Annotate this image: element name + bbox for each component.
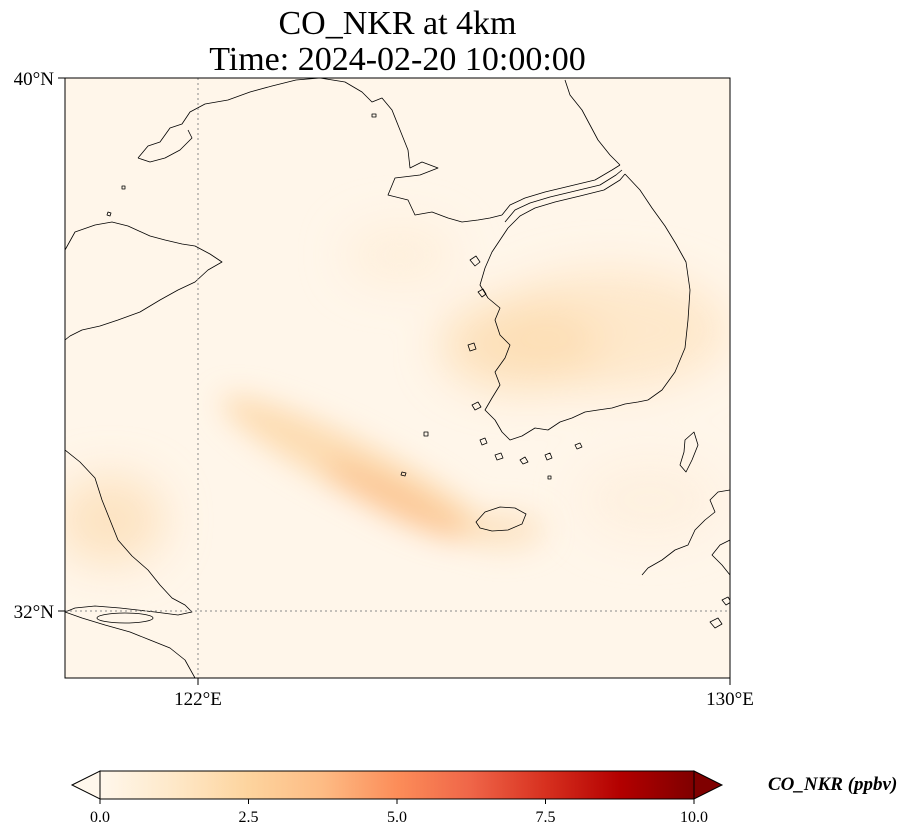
map-panel <box>65 78 730 678</box>
island-chongming <box>96 612 154 624</box>
coast-korea-west-south <box>479 227 649 441</box>
coast-korea-north-1 <box>501 164 621 216</box>
coastlines <box>65 78 730 678</box>
concentration-field <box>65 225 730 565</box>
colorbar: 0.0 2.5 5.0 7.5 10.0 CO_NKR (ppbv) <box>70 770 897 826</box>
gridlines <box>65 78 730 678</box>
coast-jiangsu <box>65 449 193 616</box>
field-band-core <box>323 460 467 540</box>
colorbar-tick-2: 5.0 <box>387 809 407 826</box>
colorbar-tick-1: 2.5 <box>239 809 259 826</box>
coast-kyushu <box>641 489 730 576</box>
colorbar-extend-low <box>70 770 101 800</box>
coast-bohai-inner <box>137 129 193 163</box>
field-shanghai-coast <box>65 475 165 565</box>
map-frame <box>64 77 731 679</box>
colorbar-label: CO_NKR (ppbv) <box>768 774 897 795</box>
map-title-line1: CO_NKR at 4km <box>278 5 517 42</box>
coast-yangtze-south <box>65 611 196 678</box>
islands-korea-southwest <box>467 255 583 465</box>
field-south-sea <box>580 460 720 540</box>
coast-liaodong <box>137 78 503 223</box>
colorbar-tick-4: 10.0 <box>680 809 708 826</box>
field-yellow-sea-north <box>345 225 455 285</box>
lon-tick-label-122E: 122°E <box>174 689 222 710</box>
island-tsushima <box>679 431 699 473</box>
islands-south-japan <box>709 596 730 629</box>
map-title-line2: Time: 2024-02-20 10:00:00 <box>209 41 586 78</box>
coast-korea-northeast <box>564 79 621 166</box>
field-western-korea <box>440 300 600 390</box>
lat-tick-label-32N: 32°N <box>14 602 55 623</box>
coast-korea-east <box>624 173 691 401</box>
colorbar-tick-marks <box>99 799 695 804</box>
coast-korea-north-2 <box>504 169 623 223</box>
lon-tick-label-130E: 130°E <box>706 689 754 710</box>
colorbar-tick-3: 7.5 <box>536 809 556 826</box>
coast-shandong <box>65 221 223 341</box>
island-specks <box>106 113 552 480</box>
colorbar-gradient <box>100 771 694 799</box>
island-jeju <box>475 506 527 532</box>
colorbar-tick-0: 0.0 <box>90 809 110 826</box>
tick-marks <box>58 77 731 685</box>
colorbar-extend-high <box>693 770 724 800</box>
coast-korea-north-3 <box>507 173 626 229</box>
lat-tick-label-40N: 40°N <box>14 69 55 90</box>
